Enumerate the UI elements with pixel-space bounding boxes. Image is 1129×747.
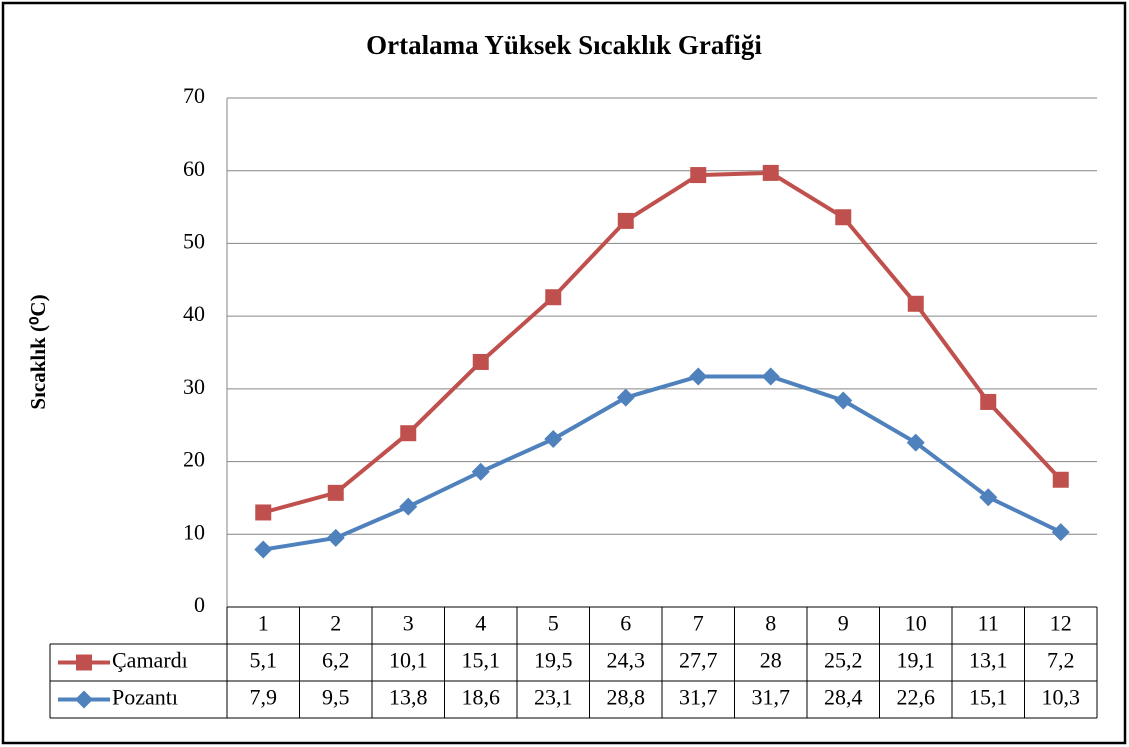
- table-value: 13,8: [389, 685, 428, 710]
- marker: [1052, 471, 1069, 488]
- table-value: 25,2: [824, 648, 863, 673]
- x-tick-label: 8: [765, 611, 776, 636]
- y-tick-label: 0: [194, 592, 205, 617]
- table-value: 23,1: [534, 685, 573, 710]
- marker: [617, 212, 634, 229]
- table-value: 7,2: [1047, 648, 1075, 673]
- marker: [690, 167, 707, 184]
- table-value: 22,6: [897, 685, 936, 710]
- marker: [327, 484, 344, 501]
- marker: [689, 367, 708, 386]
- chart-title: Ortalama Yüksek Sıcaklık Grafiği: [366, 30, 762, 60]
- marker: [762, 164, 779, 181]
- legend-label: Çamardı: [112, 648, 188, 673]
- x-tick-label: 12: [1050, 611, 1072, 636]
- x-tick-label: 10: [905, 611, 927, 636]
- x-tick-label: 7: [693, 611, 704, 636]
- table-value: 31,7: [752, 685, 791, 710]
- x-tick-label: 11: [978, 611, 999, 636]
- y-tick-label: 50: [183, 228, 205, 253]
- x-tick-label: 1: [258, 611, 269, 636]
- x-tick-label: 5: [548, 611, 559, 636]
- marker: [834, 391, 853, 410]
- legend-label: Pozantı: [112, 685, 178, 710]
- marker: [326, 528, 345, 547]
- table-value: 10,3: [1042, 685, 1081, 710]
- table-value: 10,1: [389, 648, 428, 673]
- line: [262, 374, 1062, 552]
- table-value: 31,7: [679, 685, 718, 710]
- table-value: 19,1: [897, 648, 936, 673]
- marker: [255, 504, 272, 521]
- marker: [979, 488, 998, 507]
- line: [262, 170, 1063, 515]
- table-value: 28,4: [824, 685, 863, 710]
- table-value: 28: [760, 648, 782, 673]
- table-value: 15,1: [969, 685, 1008, 710]
- y-tick-label: 30: [183, 374, 205, 399]
- y-tick-label: 10: [183, 519, 205, 544]
- marker: [400, 425, 417, 442]
- table-value: 15,1: [462, 648, 501, 673]
- legend-marker: [76, 654, 92, 671]
- marker: [906, 433, 925, 452]
- marker: [761, 367, 780, 386]
- x-tick-label: 6: [620, 611, 631, 636]
- marker: [399, 497, 418, 516]
- table-value: 7,9: [250, 685, 278, 710]
- marker: [471, 462, 490, 481]
- marker: [616, 388, 635, 407]
- marker: [254, 540, 273, 559]
- marker: [835, 209, 852, 226]
- marker: [907, 295, 924, 312]
- table-value: 9,5: [322, 685, 350, 710]
- x-tick-label: 3: [403, 611, 414, 636]
- table-value: 19,5: [534, 648, 573, 673]
- table-value: 27,7: [679, 648, 718, 673]
- y-tick-label: 40: [183, 301, 205, 326]
- y-axis-label: Sıcaklık (⁰C): [26, 294, 50, 409]
- x-tick-label: 9: [838, 611, 849, 636]
- table-value: 18,6: [462, 685, 501, 710]
- y-tick-label: 70: [183, 83, 205, 108]
- x-tick-label: 4: [475, 611, 486, 636]
- table-value: 5,1: [250, 648, 278, 673]
- y-tick-label: 20: [183, 447, 205, 472]
- marker: [1051, 523, 1070, 542]
- table-value: 24,3: [607, 648, 646, 673]
- table-value: 6,2: [322, 648, 350, 673]
- marker: [472, 353, 489, 370]
- y-tick-label: 60: [183, 156, 205, 181]
- legend-marker: [75, 690, 93, 709]
- marker: [980, 393, 997, 410]
- x-tick-label: 2: [330, 611, 341, 636]
- table-value: 13,1: [969, 648, 1008, 673]
- marker: [545, 289, 562, 306]
- table-value: 28,8: [607, 685, 646, 710]
- marker: [544, 430, 563, 449]
